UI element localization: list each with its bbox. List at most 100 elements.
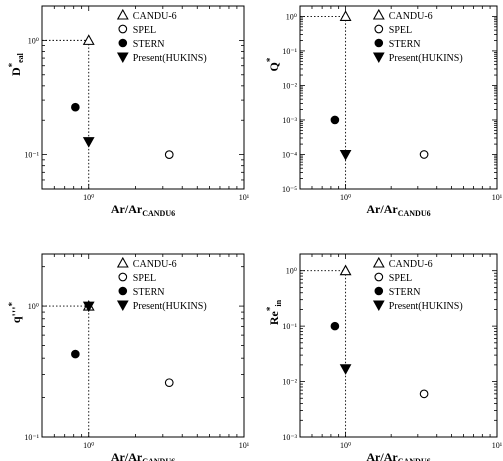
data-point bbox=[330, 321, 340, 331]
x-tick-label: 10¹ bbox=[239, 441, 250, 450]
y-axis-title-superscript: * bbox=[265, 306, 275, 311]
legend-marker bbox=[118, 286, 128, 296]
y-tick-label: 10⁻² bbox=[282, 81, 297, 90]
legend-marker bbox=[372, 52, 385, 64]
x-axis-title: Ar/ArCANDU6 bbox=[366, 202, 430, 218]
y-axis-title: Q* bbox=[265, 57, 281, 71]
chart-panel-2: 10⁰ 10¹ 10⁰ 10⁻¹ 10⁻² 10⁻³ 10⁻⁴ 10⁻⁵ CANDU-6 SPEL… bbox=[265, 5, 503, 218]
x-tick-label: 10⁰ bbox=[340, 193, 351, 202]
x-tick-label: 10⁰ bbox=[83, 441, 94, 450]
chart-panel-1: 10⁰ 10¹ 10⁰ 10⁻¹ CANDU-6 SPEL STERN Present(HUK… bbox=[7, 5, 250, 218]
y-tick-label: 10⁰ bbox=[286, 267, 297, 276]
data-point bbox=[164, 378, 174, 388]
x-axis-title: Ar/ArCANDU6 bbox=[111, 450, 175, 461]
x-axis-title-subscript: CANDU6 bbox=[398, 457, 431, 461]
x-tick-label: 10¹ bbox=[492, 441, 503, 450]
plot-frame bbox=[41, 5, 245, 190]
legend-entry: SPEL bbox=[389, 25, 412, 36]
y-tick-label: 10⁰ bbox=[28, 302, 39, 311]
data-point bbox=[419, 389, 429, 399]
y-axis-title-superscript: * bbox=[7, 62, 17, 67]
legend-entry: CANDU-6 bbox=[389, 259, 433, 270]
chart-panel-4: 10⁰ 10¹ 10⁰ 10⁻¹ 10⁻² 10⁻³ CANDU-6 SPEL STERN Pre… bbox=[265, 253, 503, 461]
y-tick-label: 10⁻¹ bbox=[282, 322, 297, 331]
x-tick-label: 10¹ bbox=[239, 193, 250, 202]
legend-entry: SPEL bbox=[133, 273, 156, 284]
x-axis-title-main: Ar/Ar bbox=[366, 202, 398, 216]
data-point bbox=[82, 137, 95, 148]
y-axis-title: q'''* bbox=[7, 301, 23, 323]
legend-entry: Present(HUKINS) bbox=[133, 53, 207, 64]
legend-entry: STERN bbox=[133, 287, 165, 298]
legend-marker bbox=[118, 24, 128, 34]
legend-marker bbox=[372, 300, 385, 312]
legend-entry: Present(HUKINS) bbox=[389, 301, 463, 312]
chart-panel-3: 10⁰ 10¹ 10⁰ 10⁻¹ CANDU-6 SPEL STERN Present(HUK… bbox=[7, 253, 250, 461]
y-axis-title-superscript: * bbox=[7, 301, 17, 306]
y-tick-label: 10⁻² bbox=[282, 378, 297, 387]
data-point bbox=[339, 264, 352, 276]
y-axis-title-superscript: * bbox=[265, 57, 275, 62]
data-point bbox=[71, 102, 80, 112]
legend-marker bbox=[374, 286, 384, 296]
y-tick-label: 10⁻⁴ bbox=[282, 150, 297, 159]
plot-frame bbox=[299, 5, 498, 190]
data-point bbox=[330, 115, 340, 125]
legend-entry: STERN bbox=[133, 39, 165, 50]
y-tick-label: 10⁻¹ bbox=[282, 47, 297, 56]
y-axis-title: D*eal bbox=[7, 52, 25, 76]
legend-marker bbox=[374, 272, 384, 282]
x-axis-title-subscript: CANDU6 bbox=[398, 209, 431, 218]
legend-entry: Present(HUKINS) bbox=[133, 301, 207, 312]
legend-entry: SPEL bbox=[389, 273, 412, 284]
y-axis-title-main: Q bbox=[267, 62, 281, 71]
data-point bbox=[419, 150, 429, 159]
x-axis-title-subscript: CANDU6 bbox=[142, 457, 175, 461]
legend-marker bbox=[116, 300, 129, 312]
legend-marker bbox=[374, 38, 384, 48]
legend-entry: Present(HUKINS) bbox=[389, 53, 463, 64]
y-axis-title-subscript: eal bbox=[16, 52, 25, 63]
y-tick-label: 10⁻³ bbox=[282, 433, 297, 442]
x-axis-title-subscript: CANDU6 bbox=[142, 209, 175, 218]
legend-entry: STERN bbox=[389, 39, 421, 50]
y-tick-label: 10⁰ bbox=[28, 36, 39, 45]
legend-entry: CANDU-6 bbox=[133, 11, 177, 22]
x-tick-label: 10⁰ bbox=[83, 193, 94, 202]
x-axis-title-main: Ar/Ar bbox=[366, 450, 398, 461]
legend-marker bbox=[374, 24, 384, 34]
y-axis-title-subscript: in bbox=[274, 299, 283, 306]
legend-marker bbox=[372, 8, 385, 20]
data-point bbox=[164, 150, 174, 159]
y-tick-label: 10⁻¹ bbox=[24, 433, 39, 442]
x-axis-title-main: Ar/Ar bbox=[111, 450, 143, 461]
x-axis-title: Ar/ArCANDU6 bbox=[366, 450, 430, 461]
data-point bbox=[339, 149, 352, 161]
y-axis-title-main: q''' bbox=[9, 306, 23, 323]
legend-entry: CANDU-6 bbox=[133, 259, 177, 270]
legend-entry: CANDU-6 bbox=[389, 11, 433, 22]
data-point bbox=[339, 10, 352, 21]
x-axis-title: Ar/ArCANDU6 bbox=[111, 202, 175, 218]
legend-marker bbox=[118, 272, 128, 282]
y-tick-label: 10⁻⁵ bbox=[282, 185, 297, 194]
plot-frame bbox=[299, 253, 498, 438]
data-point bbox=[82, 301, 95, 313]
x-tick-label: 10¹ bbox=[492, 193, 503, 202]
y-axis-title-main: D bbox=[9, 67, 23, 76]
legend-marker bbox=[116, 8, 129, 20]
data-point bbox=[82, 34, 95, 45]
data-point bbox=[71, 349, 80, 359]
y-axis-title: Re*in bbox=[265, 299, 283, 325]
legend-marker bbox=[372, 256, 385, 268]
x-tick-label: 10⁰ bbox=[340, 441, 351, 450]
legend-marker bbox=[116, 256, 129, 268]
y-tick-label: 10⁰ bbox=[286, 12, 297, 21]
y-axis-title-main: Re bbox=[267, 310, 281, 325]
legend-entry: SPEL bbox=[133, 25, 156, 36]
y-tick-label: 10⁻¹ bbox=[24, 151, 39, 160]
x-axis-title-main: Ar/Ar bbox=[111, 202, 143, 216]
legend-marker bbox=[118, 38, 128, 48]
data-point bbox=[339, 364, 352, 375]
